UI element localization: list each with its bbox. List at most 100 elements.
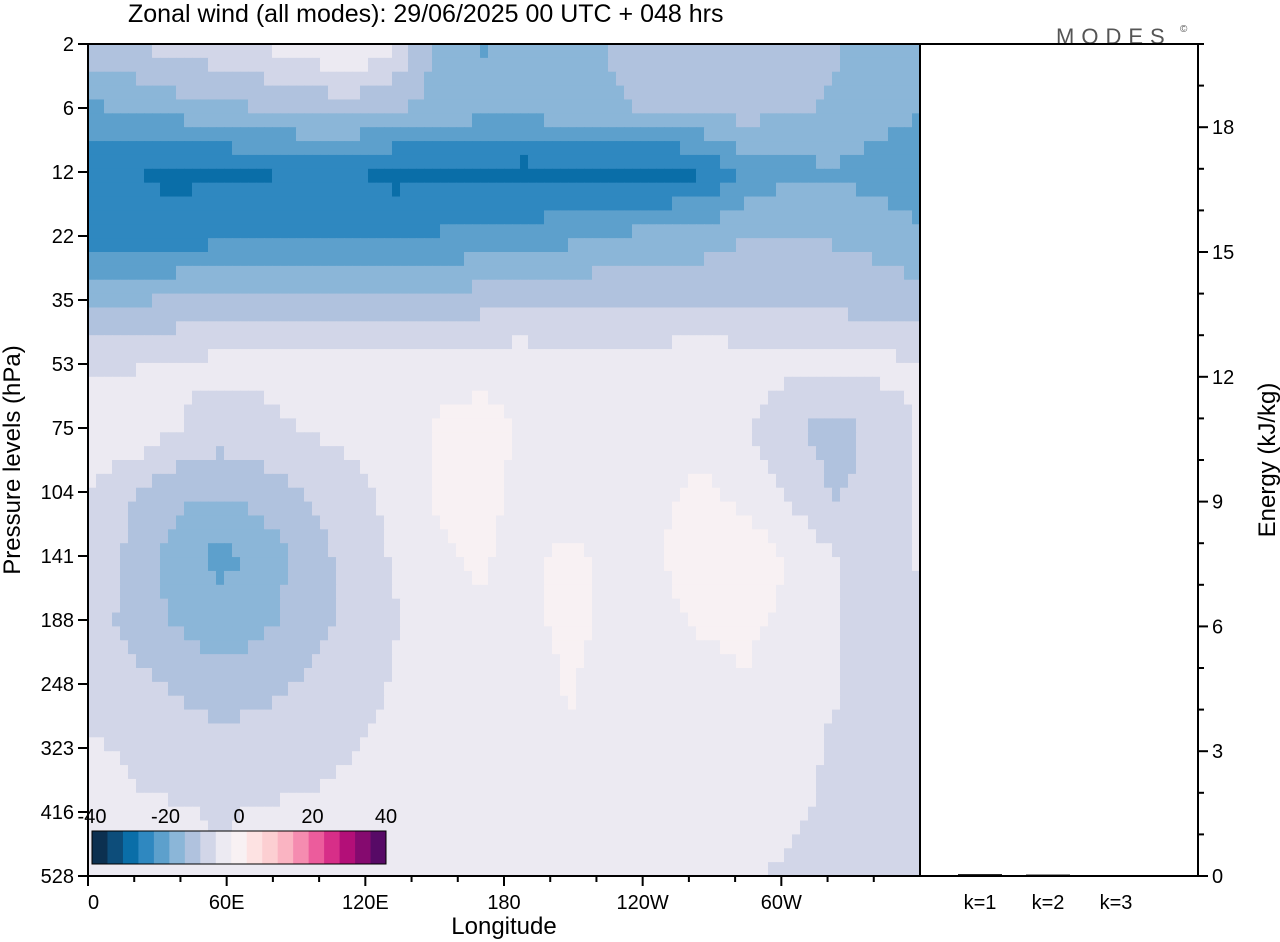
heatmap-cell — [736, 362, 745, 378]
heatmap-cell — [824, 446, 833, 461]
heatmap-cell — [480, 182, 489, 198]
heatmap-cell — [136, 71, 145, 87]
heatmap-cell — [88, 598, 97, 614]
heatmap-cell — [504, 127, 513, 142]
heatmap-cell — [912, 99, 921, 114]
heatmap-cell — [584, 57, 593, 73]
heatmap-cell — [904, 473, 913, 489]
heatmap-cell — [888, 362, 897, 378]
heatmap-cell — [320, 376, 329, 392]
heatmap-cell — [472, 141, 481, 156]
heatmap-cell — [152, 238, 161, 253]
heatmap-cell — [544, 210, 553, 225]
heatmap-cell — [384, 168, 393, 184]
heatmap-cell — [320, 570, 329, 586]
heatmap-cell — [624, 224, 633, 239]
heatmap-cell — [728, 168, 737, 184]
heatmap-cell — [864, 668, 873, 683]
heatmap-cell — [432, 196, 441, 211]
heatmap-cell — [752, 335, 761, 350]
heatmap-cell — [392, 44, 401, 59]
heatmap-cell — [752, 432, 761, 447]
heatmap-cell — [520, 349, 529, 364]
heatmap-cell — [424, 681, 433, 697]
heatmap-cell — [616, 127, 625, 142]
heatmap-cell — [160, 362, 169, 378]
heatmap-cell — [616, 71, 625, 87]
heatmap-cell — [296, 279, 305, 295]
heatmap-cell — [616, 113, 625, 128]
heatmap-cell — [352, 349, 361, 364]
heatmap-cell — [336, 446, 345, 461]
heatmap-cell — [688, 127, 697, 142]
heatmap-cell — [472, 473, 481, 489]
heatmap-cell — [408, 515, 417, 530]
heatmap-cell — [512, 446, 521, 461]
heatmap-cell — [352, 460, 361, 475]
heatmap-cell — [296, 127, 305, 142]
heatmap-cell — [152, 154, 161, 170]
heatmap-cell — [832, 335, 841, 350]
heatmap-cell — [192, 473, 201, 489]
heatmap-cell — [808, 113, 817, 128]
heatmap-cell — [208, 418, 217, 433]
heatmap-cell — [616, 307, 625, 322]
heatmap-cell — [208, 182, 217, 198]
heatmap-cell — [120, 446, 129, 461]
heatmap-cell — [824, 362, 833, 378]
heatmap-cell — [600, 626, 609, 641]
heatmap-cell — [456, 307, 465, 322]
heatmap-cell — [856, 376, 865, 392]
heatmap-cell — [696, 557, 705, 572]
heatmap-cell — [696, 210, 705, 225]
heatmap-cell — [440, 238, 449, 253]
heatmap-cell — [288, 432, 297, 447]
heatmap-cell — [512, 390, 521, 406]
heatmap-cell — [360, 238, 369, 253]
heatmap-cell — [192, 154, 201, 170]
heatmap-cell — [464, 668, 473, 683]
heatmap-cell — [728, 71, 737, 87]
heatmap-cell — [144, 418, 153, 433]
heatmap-cell — [440, 460, 449, 475]
heatmap-cell — [632, 321, 641, 336]
heatmap-cell — [800, 238, 809, 253]
heatmap-cell — [416, 543, 425, 558]
heatmap-cell — [656, 113, 665, 128]
heatmap-cell — [288, 418, 297, 433]
heatmap-cell — [208, 307, 217, 322]
heatmap-cell — [704, 265, 713, 281]
heatmap-cell — [808, 252, 817, 267]
heatmap-cell — [464, 598, 473, 614]
heatmap-cell — [640, 473, 649, 489]
heatmap-cell — [912, 224, 921, 239]
heatmap-cell — [600, 154, 609, 170]
heatmap-cell — [576, 404, 585, 419]
heatmap-cell — [784, 487, 793, 503]
heatmap-cell — [336, 404, 345, 419]
heatmap-cell — [744, 390, 753, 406]
heatmap-cell — [632, 418, 641, 433]
heatmap-cell — [96, 127, 105, 142]
heatmap-cell — [176, 487, 185, 503]
heatmap-cell — [256, 557, 265, 572]
heatmap-cell — [592, 85, 601, 101]
heatmap-cell — [248, 349, 257, 364]
heatmap-cell — [328, 668, 337, 683]
heatmap-cell — [88, 487, 97, 503]
heatmap-cell — [104, 238, 113, 253]
heatmap-cell — [432, 501, 441, 517]
heatmap-cell — [320, 584, 329, 600]
heatmap-cell — [144, 557, 153, 572]
heatmap-cell — [432, 210, 441, 225]
heatmap-cell — [664, 668, 673, 683]
heatmap-cell — [176, 654, 185, 669]
heatmap-cell — [896, 612, 905, 627]
heatmap-cell — [568, 501, 577, 517]
heatmap-cell — [808, 168, 817, 184]
heatmap-cell — [344, 446, 353, 461]
heatmap-cell — [608, 668, 617, 683]
heatmap-cell — [544, 113, 553, 128]
heatmap-cell — [728, 446, 737, 461]
heatmap-cell — [784, 238, 793, 253]
